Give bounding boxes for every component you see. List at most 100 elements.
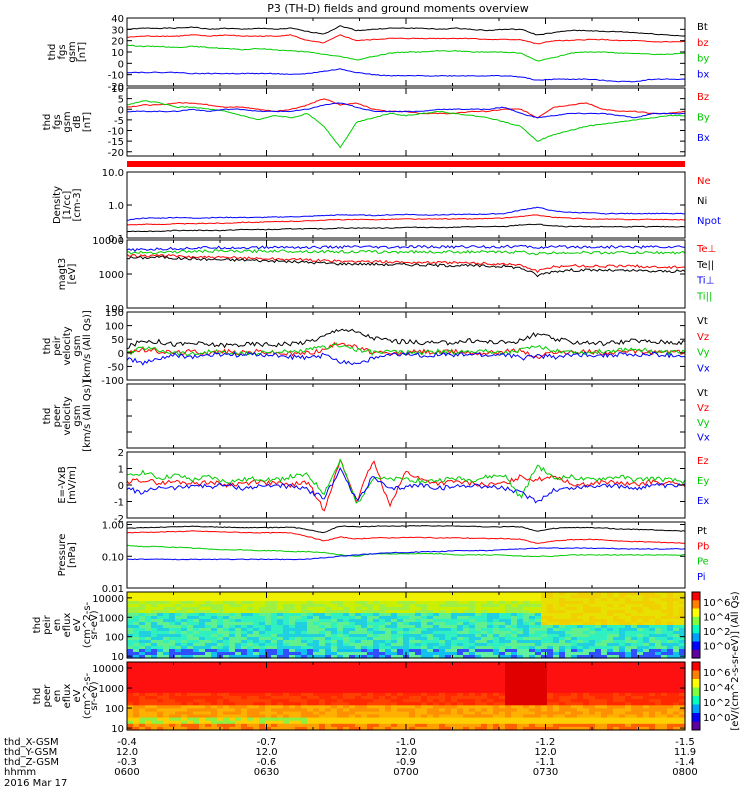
spectrogram-cell — [469, 613, 476, 617]
spectrogram-cell — [181, 643, 188, 647]
spectrogram-cell — [667, 680, 674, 685]
spectrogram-cell — [529, 702, 536, 706]
spectrogram-cell — [601, 723, 608, 728]
spectrogram-cell — [127, 689, 134, 694]
spectrogram-cell — [319, 723, 326, 728]
spectrogram-cell — [253, 637, 260, 641]
spectrogram-cell — [673, 683, 680, 688]
spectrogram-cell — [211, 662, 218, 666]
spectrogram-cell — [151, 714, 158, 719]
spectrogram-cell — [325, 665, 332, 669]
spectrogram-cell — [313, 631, 320, 635]
spectrogram-cell — [649, 677, 656, 682]
spectrogram-cell — [331, 705, 338, 709]
spectrogram-cell — [151, 702, 158, 706]
spectrogram-cell — [661, 686, 668, 691]
spectrogram-cell — [511, 610, 518, 614]
spectrogram-cell — [433, 705, 440, 709]
spectrogram-cell — [361, 692, 368, 697]
spectrogram-cell — [499, 689, 506, 694]
spectrogram-cell — [601, 604, 608, 608]
spectrogram-cell — [457, 643, 464, 647]
spectrogram-cell — [343, 616, 350, 620]
spectrogram-cell — [577, 622, 584, 626]
spectrogram-cell — [169, 662, 176, 666]
spectrogram-cell — [583, 643, 590, 647]
spectrogram-cell — [403, 610, 410, 614]
spectrogram-cell — [229, 649, 236, 653]
spectrogram-cell — [337, 689, 344, 694]
spectrogram-cell — [661, 604, 668, 608]
spectrogram-cell — [271, 616, 278, 620]
spectrogram-cell — [199, 689, 206, 694]
spectrogram-cell — [565, 646, 572, 650]
spectrogram-cell — [463, 671, 470, 675]
y-axis-label: thd — [47, 44, 58, 61]
spectrogram-cell — [319, 668, 326, 672]
spectrogram-cell — [253, 646, 260, 650]
spectrogram-cell — [307, 680, 314, 685]
spectrogram-cell — [397, 607, 404, 611]
spectrogram-cell — [223, 622, 230, 626]
spectrogram-cell — [667, 696, 674, 700]
spectrogram-cell — [175, 674, 182, 679]
spectrogram-cell — [157, 616, 164, 620]
spectrogram-cell — [301, 686, 308, 691]
spectrogram-cell — [655, 655, 662, 659]
spectrogram-cell — [415, 683, 422, 688]
spectrogram-cell — [421, 601, 428, 605]
spectrogram-cell — [529, 671, 536, 675]
spectrogram-cell — [355, 622, 362, 626]
spectrogram-cell — [523, 711, 530, 716]
spectrogram-cell — [355, 604, 362, 608]
spectrogram-cell — [517, 683, 524, 688]
spectrogram-cell — [613, 631, 620, 635]
spectrogram-cell — [661, 717, 668, 722]
spectrogram-cell — [517, 631, 524, 635]
spectrogram-cell — [271, 631, 278, 635]
spectrogram-cell — [253, 662, 260, 666]
spectrogram-cell — [187, 610, 194, 614]
spectrogram-cell — [139, 631, 146, 635]
spectrogram-cell — [397, 702, 404, 706]
spectrogram-cell — [547, 604, 554, 608]
spectrogram-cell — [595, 720, 602, 725]
spectrogram-cell — [655, 699, 662, 703]
spectrogram-cell — [391, 671, 398, 675]
spectrogram-cell — [559, 622, 566, 626]
legend-entry: Ne — [697, 176, 711, 187]
spectrogram-cell — [169, 674, 176, 679]
spectrogram-cell — [667, 592, 674, 596]
spectrogram-cell — [451, 622, 458, 626]
spectrogram-cell — [139, 671, 146, 675]
spectrogram-cell — [553, 634, 560, 638]
spectrogram-cell — [529, 699, 536, 703]
spectrogram-cell — [307, 662, 314, 666]
spectrogram-cell — [463, 677, 470, 682]
spectrogram-cell — [583, 677, 590, 682]
spectrogram-cell — [235, 699, 242, 703]
spectrogram-cell — [295, 671, 302, 675]
spectrogram-cell — [367, 616, 374, 620]
spectrogram-cell — [625, 692, 632, 697]
spectrogram-cell — [259, 711, 266, 716]
spectrogram-cell — [661, 680, 668, 685]
spectrogram-cell — [277, 622, 284, 626]
spectrogram-cell — [253, 640, 260, 644]
spectrogram-cell — [667, 595, 674, 599]
spectrogram-cell — [403, 619, 410, 623]
spectrogram-cell — [541, 680, 548, 685]
spectrogram-cell — [205, 689, 212, 694]
spectrogram-cell — [421, 714, 428, 719]
spectrogram-cell — [337, 646, 344, 650]
spectrogram-cell — [547, 616, 554, 620]
spectrogram-cell — [241, 628, 248, 632]
spectrogram-cell — [469, 683, 476, 688]
spectrogram-cell — [259, 726, 266, 731]
spectrogram-cell — [355, 677, 362, 682]
spectrogram-cell — [289, 665, 296, 669]
spectrogram-cell — [301, 649, 308, 653]
spectrogram-cell — [589, 625, 596, 629]
spectrogram-cell — [193, 711, 200, 716]
spectrogram-cell — [517, 699, 524, 703]
